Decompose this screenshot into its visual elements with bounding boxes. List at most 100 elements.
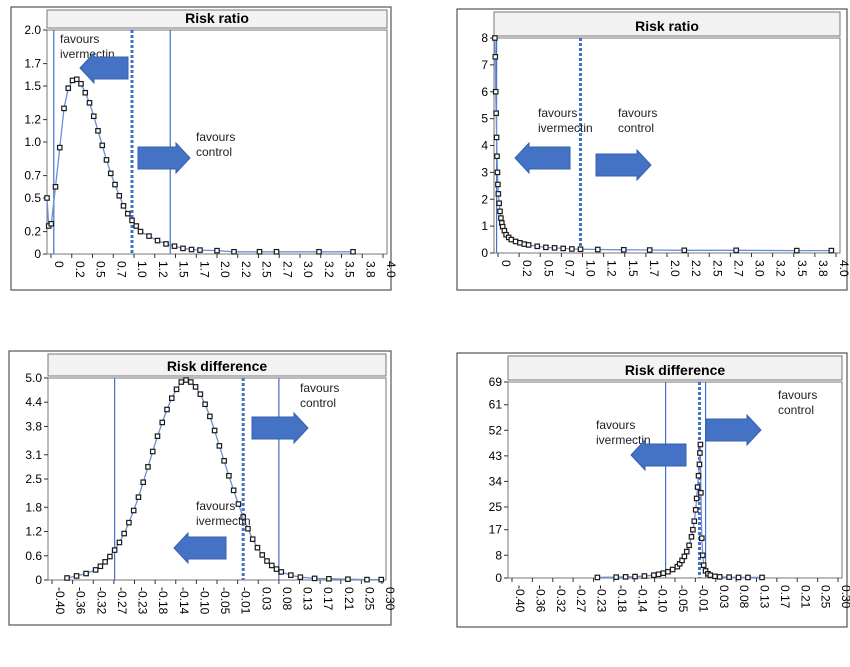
arrow-left-icon: [79, 51, 129, 85]
annotation-line: favours: [538, 106, 577, 120]
y-tick-label: 0.5: [24, 191, 41, 205]
data-point: [171, 243, 178, 249]
chart-risk-difference-left: Risk difference 0 0.6 1.2 1.8 2.5 3.1 3.8 4.4 5.0…: [8, 350, 397, 626]
y-tick-label: 8: [481, 31, 488, 45]
data-point: [735, 574, 742, 581]
data-point: [297, 574, 304, 580]
x-tick-label: 0.03: [259, 587, 273, 611]
data-point: [103, 157, 110, 163]
annotation-line: favours: [618, 106, 657, 120]
arrow-left-icon: [630, 438, 687, 472]
data-point: [622, 574, 629, 580]
x-tick-label: 1.0: [135, 261, 149, 278]
data-point: [256, 248, 263, 255]
x-tick-label: 4.0: [384, 261, 398, 278]
title-bar: [493, 11, 841, 37]
data-point: [278, 569, 285, 575]
data-point: [154, 433, 161, 439]
x-tick-label: -0.23: [595, 585, 609, 613]
data-point: [86, 99, 93, 106]
x-tick-label: 2.7: [731, 260, 745, 277]
data-point: [140, 479, 147, 486]
data-point: [178, 379, 185, 385]
data-point: [716, 574, 723, 580]
x-tick-label: 2.2: [689, 260, 703, 277]
data-point: [90, 113, 97, 120]
annotation-line: favours: [596, 418, 635, 432]
data-point: [44, 195, 50, 201]
annotation-line: control: [300, 396, 336, 410]
data-point: [135, 494, 142, 500]
data-point: [163, 241, 169, 247]
x-tick-label: 1.7: [197, 261, 211, 278]
x-tick-label: -0.14: [635, 585, 649, 613]
data-point: [595, 246, 601, 253]
chart-risk-difference-right: Risk difference 0 8 17 25 34 43 52 61 69 -0.40 -0.3…: [456, 352, 850, 628]
x-tick-label: 0.25: [362, 587, 376, 611]
data-point: [651, 572, 657, 578]
data-point: [688, 534, 695, 540]
data-point: [492, 35, 498, 41]
x-tick-label: 0.08: [280, 587, 294, 611]
data-point: [146, 233, 152, 239]
annotation-text: favours ivermectin: [538, 106, 593, 135]
y-tick-label: 0.2: [24, 225, 41, 239]
y-tick-label: 3: [481, 165, 488, 179]
x-tick-label: 0.13: [301, 587, 315, 611]
data-point: [107, 170, 114, 177]
data-point: [569, 246, 575, 252]
data-point: [230, 487, 237, 494]
y-tick-label: 52: [489, 423, 503, 437]
x-tick-label: -0.27: [115, 587, 129, 615]
data-point: [116, 539, 123, 546]
x-tick-label: 0.2: [73, 261, 87, 278]
data-point: [695, 472, 702, 479]
data-point: [73, 573, 80, 579]
data-point: [495, 191, 502, 197]
chart-title: Risk difference: [625, 362, 726, 378]
data-point: [197, 391, 204, 397]
data-point: [697, 450, 703, 456]
x-tick-label: 0: [499, 260, 513, 267]
data-point: [694, 484, 701, 490]
chart-risk-ratio-left: Risk ratio 0 0.2 0.5 0.7 1.0 1.2 1.5 1.7 2.0 0 0.2 0…: [10, 6, 398, 291]
x-tick-label: 2.0: [218, 261, 232, 278]
data-point: [124, 210, 131, 217]
title-bar: [46, 9, 388, 29]
data-point: [254, 544, 261, 551]
data-point: [52, 184, 59, 190]
y-tick-label: 43: [489, 449, 503, 463]
y-tick-label: 1.2: [25, 525, 42, 539]
data-point: [133, 223, 140, 229]
data-point: [121, 530, 127, 537]
data-point: [226, 472, 232, 479]
data-point: [173, 386, 180, 393]
y-tick-label: 8: [495, 548, 502, 562]
chart-panel-3: Risk difference 0 0.6 1.2 1.8 2.5 3.1 3.8 4.4 5.0…: [8, 350, 397, 626]
x-tick-label: 3.2: [774, 260, 788, 277]
x-tick-label: 0.30: [839, 585, 850, 609]
y-tick-label: 1.5: [24, 79, 41, 93]
y-tick-label: 4.4: [25, 395, 42, 409]
data-point: [61, 105, 67, 112]
data-point: [188, 379, 194, 385]
data-point: [273, 248, 280, 255]
x-tick-label: 4.0: [837, 260, 850, 277]
y-tick-label: 3.1: [25, 448, 42, 462]
data-point: [759, 574, 765, 581]
data-point: [655, 571, 662, 578]
title-bar: [47, 353, 387, 377]
data-point: [646, 247, 653, 253]
x-tick-label: -0.18: [615, 585, 629, 613]
data-point: [164, 406, 170, 413]
data-point: [326, 575, 332, 582]
data-point: [137, 228, 144, 235]
data-point: [56, 144, 63, 151]
arrow-right-icon: [595, 148, 652, 182]
data-point: [692, 507, 699, 513]
x-tick-label: 0.13: [758, 585, 772, 609]
data-point: [345, 576, 351, 582]
x-tick-label: 3.8: [363, 261, 377, 278]
data-point: [107, 553, 113, 560]
data-point: [364, 576, 370, 583]
